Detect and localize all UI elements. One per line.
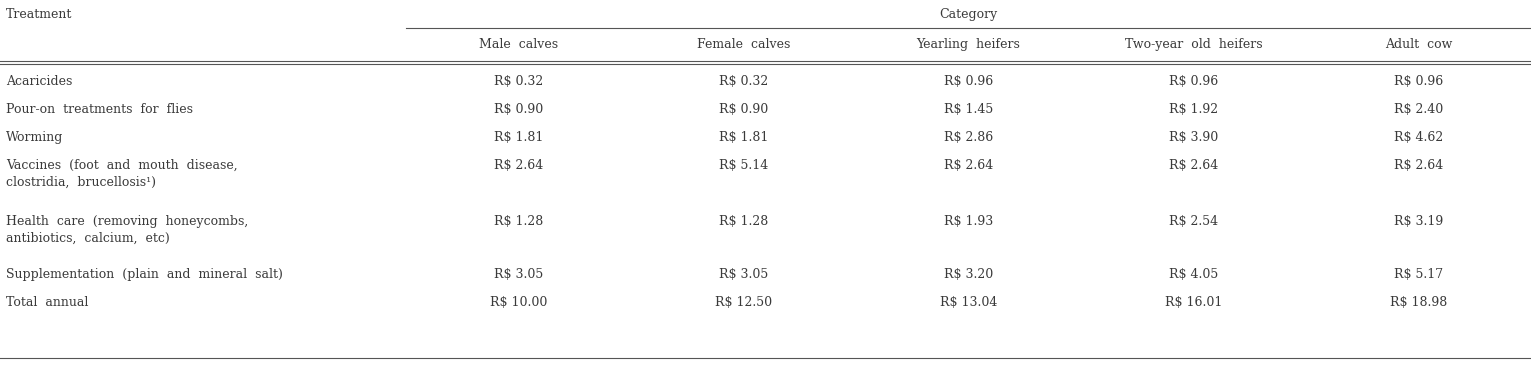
Text: R$ 3.90: R$ 3.90: [1168, 131, 1219, 144]
Text: R$ 2.86: R$ 2.86: [943, 131, 994, 144]
Text: Treatment: Treatment: [6, 8, 72, 21]
Text: Total  annual: Total annual: [6, 296, 89, 309]
Text: R$ 2.64: R$ 2.64: [493, 159, 544, 172]
Text: R$ 3.05: R$ 3.05: [493, 268, 544, 281]
Text: Pour-on  treatments  for  flies: Pour-on treatments for flies: [6, 103, 193, 116]
Text: R$ 2.40: R$ 2.40: [1393, 103, 1444, 116]
Text: Acaricides: Acaricides: [6, 75, 72, 88]
Text: R$ 1.28: R$ 1.28: [718, 215, 769, 228]
Text: R$ 3.20: R$ 3.20: [943, 268, 994, 281]
Text: R$ 12.50: R$ 12.50: [715, 296, 772, 309]
Text: R$ 0.96: R$ 0.96: [943, 75, 994, 88]
Text: R$ 0.96: R$ 0.96: [1393, 75, 1444, 88]
Text: R$ 0.32: R$ 0.32: [718, 75, 769, 88]
Text: R$ 2.64: R$ 2.64: [1393, 159, 1444, 172]
Text: R$ 4.05: R$ 4.05: [1168, 268, 1219, 281]
Text: R$ 1.93: R$ 1.93: [943, 215, 994, 228]
Text: R$ 2.54: R$ 2.54: [1168, 215, 1219, 228]
Text: R$ 1.81: R$ 1.81: [718, 131, 769, 144]
Text: R$ 4.62: R$ 4.62: [1393, 131, 1444, 144]
Text: R$ 5.17: R$ 5.17: [1393, 268, 1444, 281]
Text: Female  calves: Female calves: [697, 38, 790, 51]
Text: R$ 1.28: R$ 1.28: [493, 215, 544, 228]
Text: Worming: Worming: [6, 131, 63, 144]
Text: R$ 3.19: R$ 3.19: [1393, 215, 1444, 228]
Text: R$ 16.01: R$ 16.01: [1165, 296, 1222, 309]
Text: R$ 0.32: R$ 0.32: [493, 75, 544, 88]
Text: R$ 0.90: R$ 0.90: [718, 103, 769, 116]
Text: antibiotics,  calcium,  etc): antibiotics, calcium, etc): [6, 232, 170, 245]
Text: Adult  cow: Adult cow: [1384, 38, 1453, 51]
Text: Supplementation  (plain  and  mineral  salt): Supplementation (plain and mineral salt): [6, 268, 283, 281]
Text: R$ 1.92: R$ 1.92: [1168, 103, 1219, 116]
Text: Two-year  old  heifers: Two-year old heifers: [1125, 38, 1262, 51]
Text: Category: Category: [939, 8, 998, 21]
Text: R$ 5.14: R$ 5.14: [718, 159, 769, 172]
Text: R$ 0.96: R$ 0.96: [1168, 75, 1219, 88]
Text: R$ 2.64: R$ 2.64: [1168, 159, 1219, 172]
Text: R$ 3.05: R$ 3.05: [718, 268, 769, 281]
Text: R$ 18.98: R$ 18.98: [1390, 296, 1447, 309]
Text: Male  calves: Male calves: [479, 38, 557, 51]
Text: R$ 13.04: R$ 13.04: [940, 296, 997, 309]
Text: Vaccines  (foot  and  mouth  disease,: Vaccines (foot and mouth disease,: [6, 159, 237, 172]
Text: Health  care  (removing  honeycombs,: Health care (removing honeycombs,: [6, 215, 248, 228]
Text: clostridia,  brucellosis¹): clostridia, brucellosis¹): [6, 176, 156, 189]
Text: R$ 0.90: R$ 0.90: [493, 103, 544, 116]
Text: R$ 1.45: R$ 1.45: [943, 103, 994, 116]
Text: R$ 1.81: R$ 1.81: [493, 131, 544, 144]
Text: R$ 2.64: R$ 2.64: [943, 159, 994, 172]
Text: Yearling  heifers: Yearling heifers: [917, 38, 1020, 51]
Text: R$ 10.00: R$ 10.00: [490, 296, 547, 309]
